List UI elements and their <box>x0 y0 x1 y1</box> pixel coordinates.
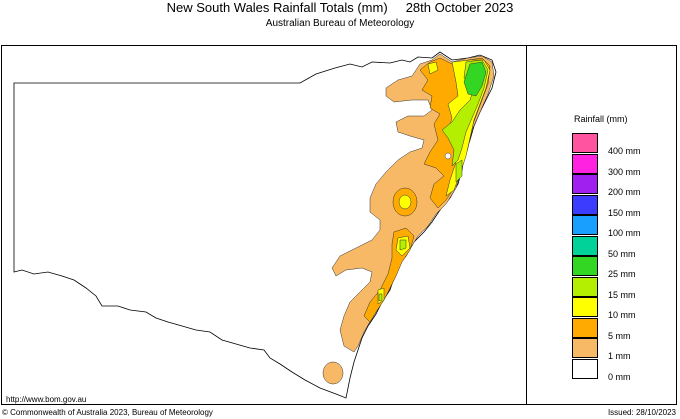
legend-swatch <box>572 133 598 153</box>
map-title: New South Wales Rainfall Totals (mm) 28t… <box>166 0 514 15</box>
rain-area-15mm-mid <box>455 159 463 183</box>
legend-label: 0 mm <box>608 371 631 382</box>
bom-url[interactable]: http://www.bom.gov.au <box>6 395 87 404</box>
copyright-text: © Commonwealth of Australia 2023, Bureau… <box>2 408 213 417</box>
issued-date: Issued: 28/10/2023 <box>607 408 676 417</box>
legend-swatch <box>572 276 598 297</box>
rain-area-1mm-south <box>322 361 344 385</box>
legend-label: 1 mm <box>608 351 631 361</box>
rain-area-15mm-south <box>378 293 383 302</box>
legend-label: 15 mm <box>608 289 636 300</box>
legend-swatch <box>572 338 598 358</box>
legend-label: 25 mm <box>608 269 636 279</box>
legend-swatch <box>572 174 598 194</box>
rain-area-0mm-dot <box>444 152 452 160</box>
legend-swatch <box>572 153 598 174</box>
legend-label: 200 mm <box>608 187 641 197</box>
legend-divider <box>526 45 527 405</box>
legend-label: 10 mm <box>608 310 636 320</box>
rain-area-10mm-east <box>427 61 439 75</box>
legend-swatch <box>572 235 598 256</box>
rain-area-25mm <box>463 61 487 97</box>
rain-area-15mm-coast <box>399 239 407 251</box>
legend-label: 5 mm <box>608 330 631 341</box>
map-frame <box>1 45 677 405</box>
legend-label: 50 mm <box>608 248 636 259</box>
legend-label: 400 mm <box>608 146 641 156</box>
legend-label: 100 mm <box>608 228 641 238</box>
legend-label: 150 mm <box>608 207 641 218</box>
legend-swatch <box>572 317 598 338</box>
legend-title: Rainfall (mm) <box>574 114 628 124</box>
rain-area-10mm-blob <box>398 194 412 210</box>
legend-swatch <box>572 297 598 317</box>
map-subtitle: Australian Bureau of Meteorology <box>265 18 415 29</box>
legend-label: 300 mm <box>608 166 641 177</box>
legend-swatch <box>572 194 598 215</box>
legend-swatch <box>572 358 598 379</box>
legend-swatch <box>572 215 598 235</box>
legend-swatch <box>572 256 598 276</box>
